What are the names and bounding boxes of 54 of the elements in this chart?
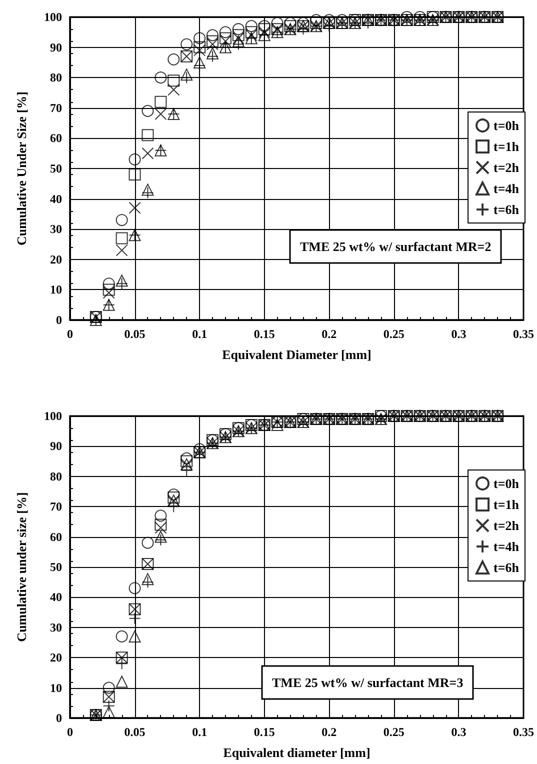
x-axis-title: Equivalent diameter [mm] <box>223 745 370 760</box>
x-axis-title: Equivalent Diameter [mm] <box>222 347 372 362</box>
x-tick-label: 0.35 <box>513 725 534 739</box>
y-tick-label: 40 <box>50 192 62 206</box>
y-axis-title: Cumulative under size [%] <box>14 492 29 642</box>
y-tick-label: 70 <box>50 500 62 514</box>
legend-label: t=6h <box>494 560 520 575</box>
y-tick-label: 50 <box>50 560 62 574</box>
annotation: TME 25 wt% w/ surfactant MR=2 <box>300 239 492 254</box>
y-tick-label: 90 <box>50 439 62 454</box>
x-tick-label: 0.35 <box>513 327 534 341</box>
legend-label: t=2h <box>494 160 520 175</box>
x-tick-label: 0.2 <box>322 725 337 739</box>
legend-label: t=6h <box>494 202 520 217</box>
y-tick-label: 100 <box>44 409 62 423</box>
x-tick-label: 0.2 <box>322 327 337 341</box>
y-tick-label: 60 <box>50 131 62 146</box>
x-tick-label: 0 <box>67 725 73 739</box>
y-tick-label: 100 <box>44 10 62 24</box>
x-tick-label: 0.25 <box>383 725 404 739</box>
legend-label: t=1h <box>494 497 520 512</box>
x-tick-label: 0.3 <box>451 725 466 739</box>
y-tick-label: 20 <box>50 650 62 665</box>
x-tick-label: 0.05 <box>124 327 146 341</box>
y-tick-label: 20 <box>50 252 62 266</box>
y-tick-label: 10 <box>50 282 62 297</box>
x-tick-label: 0.3 <box>451 327 466 341</box>
y-tick-label: 50 <box>50 162 62 176</box>
y-tick-label: 0 <box>56 711 62 725</box>
y-tick-label: 40 <box>50 590 62 604</box>
legend-label: t=4h <box>494 539 520 554</box>
x-tick-label: 0 <box>67 327 73 341</box>
y-tick-label: 30 <box>50 620 62 634</box>
y-tick-label: 70 <box>50 100 62 115</box>
y-tick-label: 10 <box>50 680 62 695</box>
y-tick-label: 90 <box>50 40 62 54</box>
x-tick-label: 0.1 <box>192 327 208 341</box>
y-tick-label: 0 <box>56 313 62 327</box>
legend-label: t=4h <box>494 181 520 196</box>
y-tick-label: 30 <box>50 222 62 236</box>
y-axis-title: Cumulative Under Size [%] <box>14 92 29 246</box>
y-tick-label: 80 <box>50 469 62 484</box>
legend-label: t=2h <box>494 518 520 533</box>
legend-label: t=0h <box>494 476 520 491</box>
legend-label: t=0h <box>494 118 520 133</box>
x-tick-label: 0.15 <box>254 327 275 341</box>
legend-label: t=1h <box>494 139 520 154</box>
x-tick-label: 0.05 <box>124 725 146 739</box>
annotation: TME 25 wt% w/ surfactant MR=3 <box>272 675 464 690</box>
x-tick-label: 0.1 <box>192 725 208 739</box>
x-tick-label: 0.25 <box>383 327 404 341</box>
y-tick-label: 80 <box>50 70 62 85</box>
y-tick-label: 60 <box>50 530 62 544</box>
x-tick-label: 0.15 <box>254 725 275 739</box>
